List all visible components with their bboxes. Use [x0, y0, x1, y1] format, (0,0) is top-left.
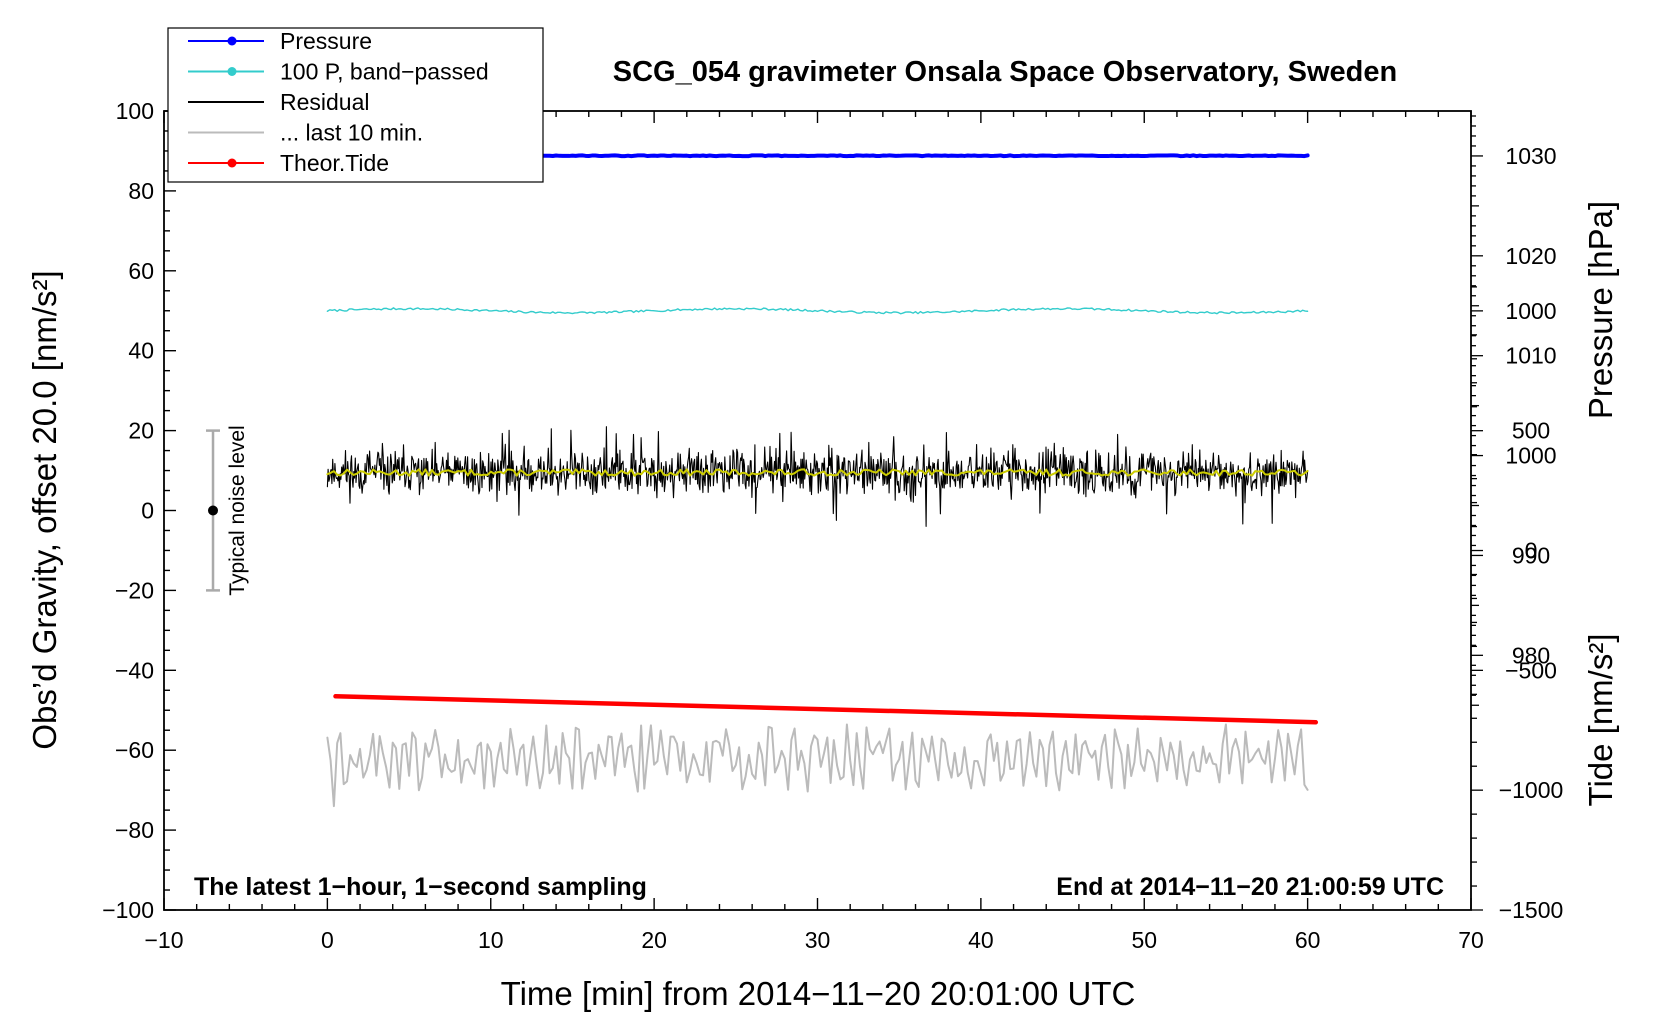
y-tick-label: 80 [128, 178, 154, 204]
annotation-left: The latest 1−hour, 1−second sampling [194, 873, 647, 901]
tide-tick-label: 1000 [1505, 298, 1556, 324]
tide-tick-label: −1500 [1499, 897, 1564, 923]
pressure-tick-label: 1010 [1505, 343, 1556, 369]
legend-label-100-p-band-passed: 100 P, band−passed [280, 59, 489, 85]
x-tick-label: 10 [478, 927, 504, 953]
series-100-p-band-passed [326, 307, 1309, 315]
legend-box [167, 27, 544, 183]
x-axis-ticks: −10 0 10 20 30 40 50 60 70 [144, 111, 1484, 953]
series-residual-smoothed [326, 468, 1309, 477]
x-tick-label: −10 [144, 927, 183, 953]
y-tick-label: −40 [115, 657, 154, 683]
pressure-axis-ticks: 1030 1020 1010 1000 990 980 [1471, 115, 1557, 706]
legend-label-residual: Residual [280, 89, 370, 115]
y-tick-label: 0 [141, 498, 154, 524]
series-last-10-min [326, 723, 1309, 808]
y-tick-label: 60 [128, 258, 154, 284]
x-tick-label: 50 [1131, 927, 1157, 953]
legend: Pressure 100 P, band−passed Residual ... la… [167, 27, 544, 183]
y-tick-label: 40 [128, 338, 154, 364]
x-tick-label: 20 [641, 927, 667, 953]
y-axis-title-left: Obs’d Gravity, offset 20.0 [nm/s²] [26, 270, 63, 749]
y-axis-title-pressure: Pressure [hPa] [1582, 201, 1619, 419]
pressure-tick-label: 1020 [1505, 243, 1556, 269]
noise-bar-label: Typical noise level [226, 425, 249, 595]
tide-tick-label: −500 [1505, 657, 1557, 683]
y-tick-label: 20 [128, 418, 154, 444]
tide-tick-label: 0 [1525, 538, 1538, 564]
chart-title: SCG_054 gravimeter Onsala Space Observat… [613, 56, 1397, 88]
x-tick-label: 30 [805, 927, 831, 953]
legend-label-theor-tide: Theor.Tide [280, 150, 389, 176]
y-tick-label: −80 [115, 817, 154, 843]
tide-tick-label: −1000 [1499, 777, 1564, 803]
y-tick-label: −100 [102, 897, 154, 923]
pressure-tick-label: 1030 [1505, 143, 1556, 169]
x-tick-label: 0 [321, 927, 334, 953]
pressure-tick-label: 1000 [1505, 443, 1556, 469]
x-tick-label: 70 [1458, 927, 1484, 953]
y-axis-title-tide: Tide [nm/s²] [1582, 634, 1619, 807]
legend-marker-100-p-band-passed [227, 67, 237, 76]
legend-marker-pressure [227, 36, 237, 46]
legend-label-pressure: Pressure [280, 28, 372, 54]
x-tick-label: 60 [1295, 927, 1321, 953]
annotation-right: End at 2014−11−20 21:00:59 UTC [1056, 873, 1444, 901]
x-axis-title: Time [min] from 2014−11−20 20:01:00 UTC [501, 975, 1136, 1012]
y-tick-label: −20 [115, 577, 154, 603]
series-theor-tide [333, 694, 1319, 725]
x-tick-label: 40 [968, 927, 994, 953]
pressure-tick-label: 990 [1512, 542, 1550, 568]
legend-marker-theor-tide [227, 158, 237, 168]
y-axis-ticks: 100 80 60 40 20 0 −20 −40 −60 −80 −100 [102, 98, 176, 923]
noise-bar [206, 429, 221, 592]
pressure-tick-label: 980 [1512, 642, 1550, 668]
y-tick-label: −60 [115, 737, 154, 763]
tide-tick-label: 500 [1512, 418, 1550, 444]
noise-bar-center-dot [208, 505, 219, 516]
legend-label-last-10-min: ... last 10 min. [280, 120, 423, 146]
y-tick-label: 100 [116, 98, 154, 124]
